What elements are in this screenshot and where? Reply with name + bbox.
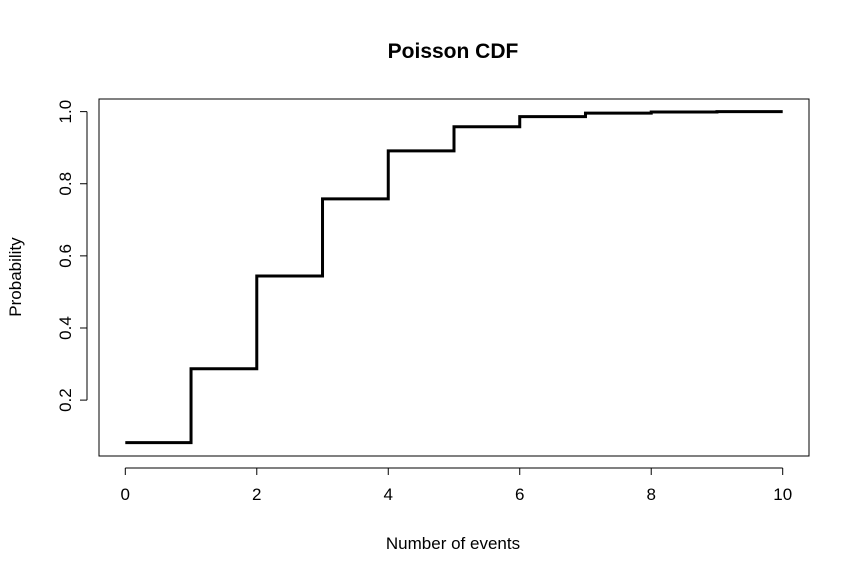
y-tick-label: 1.0: [56, 100, 75, 124]
x-tick-label: 4: [384, 485, 393, 504]
y-axis-label: Probability: [6, 237, 25, 317]
x-tick-label: 6: [515, 485, 524, 504]
x-tick-label: 10: [773, 485, 792, 504]
x-tick-label: 8: [646, 485, 655, 504]
x-tick-label: 2: [252, 485, 261, 504]
y-tick-label: 0.2: [56, 388, 75, 412]
chart-title: Poisson CDF: [388, 40, 519, 63]
y-tick-label: 0.4: [56, 316, 75, 340]
y-tick-label: 0.8: [56, 172, 75, 196]
cdf-step-line: [125, 110, 783, 445]
y-tick-label: 0.6: [56, 244, 75, 268]
plot-frame: [98, 98, 810, 457]
x-axis: 0 2 4 6 8 10: [121, 467, 792, 504]
x-axis-label: Number of events: [386, 534, 520, 553]
y-axis: 0.2 0.4 0.6 0.8 1.0: [56, 100, 88, 412]
x-tick-label: 0: [121, 485, 130, 504]
cdf-series: [125, 110, 783, 445]
